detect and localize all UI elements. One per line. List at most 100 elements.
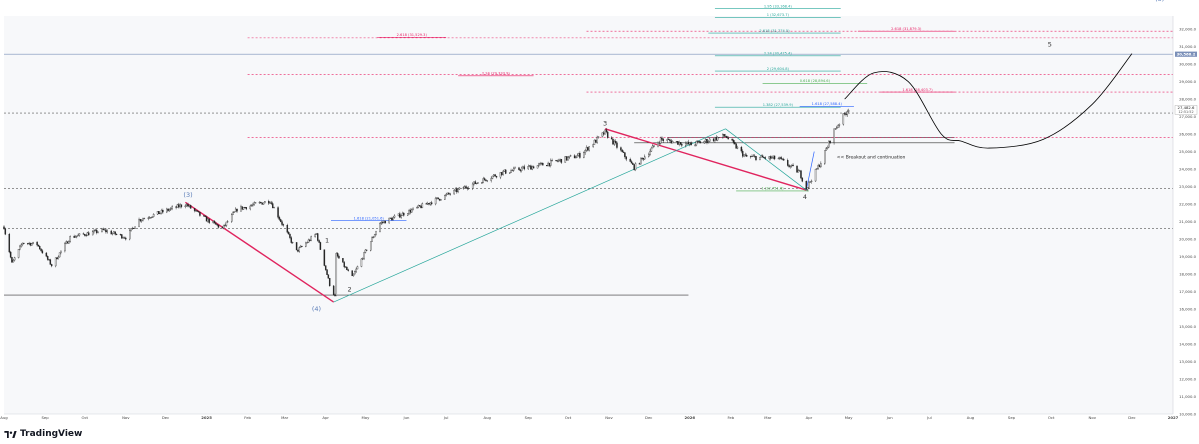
candle-body [84,234,86,236]
candles [3,108,850,297]
x-tick-label: Feb [244,415,251,420]
candle-body [407,213,409,216]
candle-body [768,156,770,159]
candle-body [362,258,364,260]
candle-body [604,129,606,135]
candle-body [503,169,506,172]
candle-body [291,242,294,244]
candle-body [528,165,531,167]
trendline [333,128,726,303]
candle-body [632,163,634,165]
wave-label: 5 [1048,41,1052,49]
candle-body [614,140,617,144]
wave-label: 2 [347,286,351,294]
candle-body [180,204,183,207]
candle-body [36,241,38,246]
candle-body [287,232,290,235]
candle-body [642,158,645,160]
candle-body [816,168,818,170]
candle-body [130,228,132,231]
candle-body [659,137,662,144]
candle-body [727,137,729,140]
candle-body [65,241,67,244]
candle-body [555,159,557,161]
candle-body [103,229,106,231]
candle-body [199,211,201,216]
candle-body [820,163,822,168]
candle-body [249,205,251,210]
candle-body [456,188,458,193]
candle-body [223,224,225,229]
y-tick-label: 16,000.0 [1179,306,1196,311]
fib-levels: 1.95 (33,168.4) 1 (32,673.7) 2.618 (31,879… [331,4,955,221]
candle-body [564,156,567,163]
candle-body [474,181,477,185]
candle-body [613,140,616,145]
forecast-curve [844,53,1133,149]
candle-body [454,188,457,191]
candle-body [837,125,839,128]
candle-body [253,202,255,205]
candle-body [744,154,747,156]
tradingview-brand[interactable]: TradingView [4,429,82,439]
candle-body [444,194,446,200]
candle-body [583,152,585,158]
candle-body [796,165,798,173]
candle-body [307,239,310,243]
candle-body [197,211,200,213]
candle-body [800,170,802,179]
candle-body [335,253,338,297]
candle-body [252,204,254,206]
candle-body [843,113,846,115]
candle-body [743,154,745,157]
candle-body [567,157,569,161]
candle-body [56,257,58,260]
candle-body [233,211,236,213]
candle-body [371,237,373,242]
candle-body [510,170,512,173]
candle-body [539,163,541,165]
candle-body [752,155,755,157]
candle-body [216,224,218,226]
candle-body [352,273,355,277]
candle-body [828,140,830,148]
candle-body [261,202,263,205]
x-tick-label: Jul [926,415,932,420]
candle-body [606,131,609,138]
candle-body [787,160,789,166]
candle-body [332,285,335,295]
wave-label: 4 [803,193,807,201]
candle-body [548,162,551,166]
candle-body [389,217,392,219]
candle-body [60,250,62,253]
candle-body [310,236,312,241]
candle-body [621,150,623,153]
candle-body [810,180,813,182]
candle-body [188,205,191,207]
candle-body [477,182,479,184]
x-tick-label: Apr [806,415,813,420]
candle-body [408,209,410,214]
x-tick-label: Jun [402,415,410,420]
y-tick-label: 15,000.0 [1179,324,1196,329]
y-tick-label: 13,000.0 [1179,359,1196,364]
candle-body [344,266,347,268]
candle-body [241,206,244,210]
candle-body [712,138,715,142]
candle-body [490,178,492,181]
candle-body [707,141,710,143]
candle-body [66,241,69,244]
candle-body [771,157,773,159]
x-tick-label: Oct [81,415,88,420]
candle-body [97,231,99,233]
candle-body [536,165,539,169]
candle-body [317,233,319,241]
candle-body [68,241,70,244]
candle-body [158,211,160,215]
candle-body [28,242,30,244]
candle-body [634,163,637,170]
candle-body [788,165,790,167]
y-tick-label: 32,000.0 [1179,26,1196,31]
candle-body [277,207,279,218]
